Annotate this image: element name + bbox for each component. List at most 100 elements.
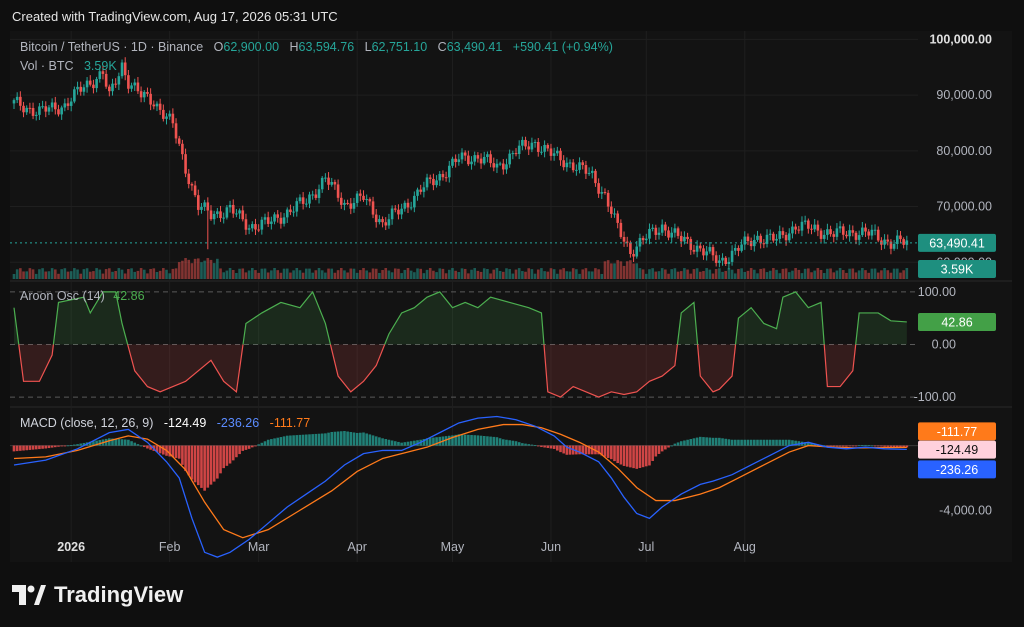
volume-bar xyxy=(200,262,203,279)
macd-histogram-bar xyxy=(714,437,718,446)
candle-body xyxy=(794,226,797,230)
macd-histogram-bar xyxy=(390,440,394,446)
volume-bar xyxy=(88,271,92,279)
aroon-tick-label: 0.00 xyxy=(932,338,956,352)
macd-name: MACD (close, 12, 26, 9) xyxy=(20,416,153,430)
volume-bar xyxy=(486,268,489,279)
volume-legend: Vol · BTC 3.59K xyxy=(20,59,117,73)
volume-bar xyxy=(330,268,334,279)
macd-histogram-bar xyxy=(270,439,273,446)
volume-bar xyxy=(648,269,651,279)
macd-tick-label: -4,000.00 xyxy=(939,503,992,517)
candle-body xyxy=(47,107,51,112)
volume-bar xyxy=(641,269,645,279)
macd-histogram-bar xyxy=(31,445,35,450)
volume-bar xyxy=(584,268,588,279)
aroon-line-positive xyxy=(13,290,907,345)
volume-bar xyxy=(359,270,362,279)
macd-histogram-bar xyxy=(219,445,222,474)
volume-bar xyxy=(123,273,127,279)
macd-histogram-bar xyxy=(673,443,677,446)
volume-bar xyxy=(470,269,473,279)
candle-body xyxy=(543,144,546,152)
volume-bar xyxy=(73,268,76,279)
volume-bar xyxy=(549,268,553,279)
candle-body xyxy=(810,228,813,230)
macd-histogram-bar xyxy=(92,441,95,446)
candle-body xyxy=(19,96,22,106)
candle-body xyxy=(721,257,724,261)
volume-bar xyxy=(705,268,708,279)
volume-bar xyxy=(670,269,674,279)
close-value: 63,490.41 xyxy=(447,40,503,54)
candle-body xyxy=(768,233,772,235)
chart-canvas[interactable]: 2026 Feb Mar Apr May Jun Jul Aug 100,000.00 90,00… xyxy=(10,31,1012,562)
macd-histogram-bar xyxy=(492,436,496,446)
volume-bar xyxy=(101,273,105,279)
volume-bar xyxy=(298,270,302,279)
candle-body xyxy=(374,214,378,223)
volume-bar xyxy=(530,269,534,279)
candle-body xyxy=(108,86,111,92)
macd-histogram-bar xyxy=(212,445,216,482)
volume-bar xyxy=(565,271,569,279)
tradingview-logo[interactable]: TradingView xyxy=(12,580,183,610)
volume-bar xyxy=(578,273,581,279)
volume-bar xyxy=(733,273,737,279)
candle-body xyxy=(381,219,384,223)
candle-body xyxy=(530,142,534,150)
volume-bar xyxy=(270,270,273,279)
volume-bar xyxy=(327,268,330,279)
macd-histogram-bar xyxy=(432,437,435,446)
volume-bar xyxy=(746,270,750,279)
candle-body xyxy=(31,108,35,116)
macd-histogram-bar xyxy=(826,445,829,447)
candle-body xyxy=(235,213,238,215)
volume-bar xyxy=(152,268,156,279)
macd-histogram-bar xyxy=(193,445,197,483)
volume-bar xyxy=(241,268,245,279)
volume-bar xyxy=(409,270,413,279)
candle-body xyxy=(657,232,661,235)
volume-bar xyxy=(413,272,416,279)
volume-bar xyxy=(165,269,168,279)
candle-body xyxy=(651,227,654,229)
candle-body xyxy=(562,160,565,168)
macd-signal-line xyxy=(13,423,907,539)
volume-bar xyxy=(511,273,515,279)
macd-histogram-bar xyxy=(616,445,619,464)
volume-bar xyxy=(460,268,464,279)
volume-bar xyxy=(228,268,232,279)
macd-histogram-bar xyxy=(536,445,540,447)
macd-histogram-bar xyxy=(473,435,477,446)
volume-bar xyxy=(184,258,187,279)
macd-histogram-bar xyxy=(768,439,772,446)
volume-bar xyxy=(206,258,210,279)
candle-body xyxy=(324,177,327,179)
macd-histogram-bar xyxy=(244,445,248,450)
macd-histogram-bar xyxy=(683,440,686,446)
candle-body xyxy=(133,82,137,86)
macd-histogram-bar xyxy=(880,445,883,447)
macd-histogram-bar xyxy=(905,445,909,448)
macd-histogram-bar xyxy=(95,440,98,446)
macd-histogram-bar xyxy=(489,436,492,446)
macd-line-badge-bg xyxy=(918,460,996,479)
candle-body xyxy=(886,239,890,242)
macd-histogram-bar xyxy=(324,433,327,446)
macd-histogram-bar xyxy=(120,439,124,446)
price-tick-label: 90,000.00 xyxy=(936,88,992,102)
macd-histogram-bar xyxy=(368,434,372,446)
volume-bar xyxy=(146,273,149,279)
tradingview-logo-icon xyxy=(12,585,46,605)
macd-histogram-bar xyxy=(486,436,489,446)
volume-bar xyxy=(441,268,445,279)
macd-histogram-bar xyxy=(409,441,413,446)
macd-histogram-bar xyxy=(679,441,683,446)
candle-body xyxy=(282,217,286,224)
volume-bar xyxy=(333,272,337,279)
candle-body xyxy=(749,241,753,247)
candle-body xyxy=(861,227,864,236)
candle-body xyxy=(797,229,801,231)
candle-body xyxy=(330,182,334,185)
